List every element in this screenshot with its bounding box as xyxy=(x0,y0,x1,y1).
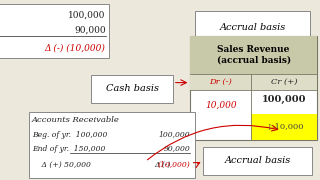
Text: Dr (-): Dr (-) xyxy=(209,78,232,86)
FancyBboxPatch shape xyxy=(91,75,173,103)
FancyBboxPatch shape xyxy=(195,11,310,43)
FancyBboxPatch shape xyxy=(203,147,312,175)
FancyBboxPatch shape xyxy=(190,36,317,74)
Text: 100,000: 100,000 xyxy=(159,130,190,139)
Text: Accrual basis: Accrual basis xyxy=(220,22,286,32)
Text: End of yr.  150,000: End of yr. 150,000 xyxy=(32,145,105,153)
Text: Beg. of yr.  100,000: Beg. of yr. 100,000 xyxy=(32,130,108,139)
Text: Cr (+): Cr (+) xyxy=(271,78,297,86)
FancyBboxPatch shape xyxy=(29,112,195,178)
FancyBboxPatch shape xyxy=(190,74,317,90)
Text: Δ (-) (10,000): Δ (-) (10,000) xyxy=(45,43,106,52)
Text: (10,000): (10,000) xyxy=(158,161,190,169)
Text: 100,000: 100,000 xyxy=(68,11,106,20)
Text: 10,000: 10,000 xyxy=(205,101,236,110)
Text: Δ (+) 50,000: Δ (+) 50,000 xyxy=(32,161,91,169)
FancyBboxPatch shape xyxy=(0,4,109,58)
Text: ▷10,000: ▷10,000 xyxy=(269,122,304,130)
Text: 90,000: 90,000 xyxy=(164,145,190,153)
Text: Δ (-): Δ (-) xyxy=(155,161,176,169)
Text: 90,000: 90,000 xyxy=(74,26,106,35)
Text: Accounts Receivable: Accounts Receivable xyxy=(32,116,120,125)
Text: Sales Revenue
(accrual basis): Sales Revenue (accrual basis) xyxy=(217,45,291,65)
Text: Cash basis: Cash basis xyxy=(106,84,158,93)
Text: 100,000: 100,000 xyxy=(262,95,306,104)
Text: Accrual basis: Accrual basis xyxy=(224,156,291,165)
FancyBboxPatch shape xyxy=(190,36,317,140)
FancyBboxPatch shape xyxy=(251,114,317,140)
